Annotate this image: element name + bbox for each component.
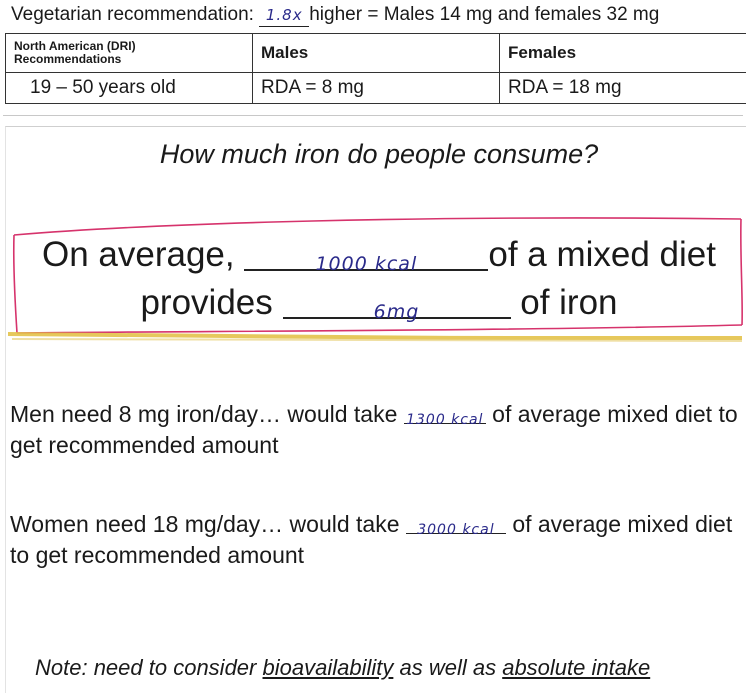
table-row: 19 – 50 years old RDA = 8 mg RDA = 18 mg: [5, 72, 746, 104]
men-suffix: of average mixed diet to get recommended…: [10, 401, 738, 458]
veg-prefix: Vegetarian recommendation:: [11, 4, 254, 25]
note-prefix: Note: need to consider: [35, 655, 257, 680]
table-header-row: North American (DRI) Recommendations Mal…: [5, 33, 746, 73]
men-prefix: Men need 8 mg iron/day… would take: [10, 401, 398, 427]
iron-blank: 6mg: [282, 283, 511, 323]
veg-handwritten: 1.8x: [265, 6, 303, 24]
men-requirement: Men need 8 mg iron/day… would take 1300 …: [10, 399, 740, 461]
note-absolute-intake: absolute intake: [502, 655, 651, 680]
line2-suffix: of iron: [520, 283, 618, 322]
vegetarian-recommendation: Vegetarian recommendation: 1.8x higher = …: [11, 4, 659, 27]
women-suffix: of average mixed diet to get recommended…: [10, 511, 733, 568]
note-mid: as well as: [399, 655, 497, 680]
cell-age: 19 – 50 years old: [5, 72, 253, 104]
women-requirement: Women need 18 mg/day… would take 3000 kc…: [10, 509, 740, 571]
line-provides: provides 6mg of iron: [6, 283, 746, 323]
cell-males: RDA = 8 mg: [252, 72, 500, 104]
note-bioavailability: bioavailability: [262, 655, 394, 680]
kcal-blank: 1000 kcal: [244, 235, 489, 275]
kcal-handwritten: 1000 kcal: [315, 253, 418, 275]
iron-handwritten: 6mg: [373, 301, 420, 323]
veg-suffix: higher = Males 14 mg and females 32 mg: [309, 4, 660, 25]
line-average: On average, 1000 kcal of a mixed diet: [6, 235, 746, 275]
dri-table: North American (DRI) Recommendations Mal…: [5, 33, 746, 104]
men-handwritten: 1300 kcal: [406, 412, 484, 428]
bioavailability-note: Note: need to consider bioavailability a…: [35, 655, 650, 681]
header-males: Males: [252, 33, 500, 73]
header-dri: North American (DRI) Recommendations: [5, 33, 253, 73]
pink-box-annotation: [7, 217, 743, 343]
iron-consumption-slide: How much iron do people consume? On aver…: [5, 126, 746, 693]
men-blank: 1300 kcal: [403, 399, 486, 428]
dri-slide: Vegetarian recommendation: 1.8x higher = …: [3, 0, 746, 116]
women-blank: 3000 kcal: [405, 509, 506, 538]
line1-suffix: of a mixed diet: [488, 235, 716, 274]
women-handwritten: 3000 kcal: [417, 522, 495, 538]
line1-prefix: On average,: [42, 235, 235, 274]
line2-prefix: provides: [140, 283, 273, 322]
women-prefix: Women need 18 mg/day… would take: [10, 511, 400, 537]
header-females: Females: [499, 33, 746, 73]
slide-question: How much iron do people consume?: [159, 139, 599, 169]
veg-blank: 1.8x: [259, 4, 310, 27]
cell-females: RDA = 18 mg: [499, 72, 746, 104]
